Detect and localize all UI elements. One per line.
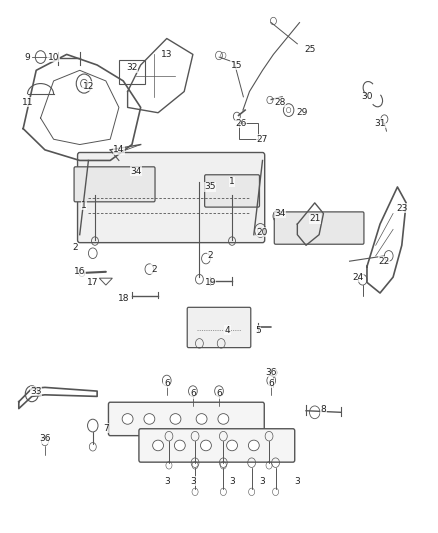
- Text: 26: 26: [235, 119, 247, 128]
- Text: 6: 6: [190, 389, 196, 398]
- Text: 25: 25: [305, 45, 316, 54]
- Text: 10: 10: [48, 53, 60, 62]
- Ellipse shape: [201, 440, 212, 451]
- Text: 11: 11: [22, 98, 33, 107]
- Text: 1: 1: [229, 177, 235, 186]
- Text: 30: 30: [361, 92, 373, 101]
- Ellipse shape: [174, 440, 185, 451]
- Ellipse shape: [122, 414, 133, 424]
- FancyBboxPatch shape: [139, 429, 295, 462]
- Ellipse shape: [144, 414, 155, 424]
- Ellipse shape: [248, 440, 259, 451]
- FancyBboxPatch shape: [187, 308, 251, 348]
- Text: 6: 6: [216, 389, 222, 398]
- Text: 9: 9: [25, 53, 30, 62]
- Ellipse shape: [226, 440, 237, 451]
- Text: 34: 34: [131, 166, 142, 175]
- Text: 4: 4: [225, 326, 230, 335]
- FancyBboxPatch shape: [205, 175, 259, 207]
- Ellipse shape: [196, 414, 207, 424]
- Text: 36: 36: [265, 368, 277, 377]
- Text: 34: 34: [274, 209, 286, 218]
- Text: 2: 2: [208, 252, 213, 261]
- Bar: [119, 60, 145, 84]
- Text: 8: 8: [321, 405, 326, 414]
- Text: 32: 32: [126, 63, 138, 72]
- Text: 19: 19: [205, 278, 216, 287]
- Ellipse shape: [152, 440, 163, 451]
- Text: 7: 7: [103, 424, 109, 433]
- Text: 15: 15: [231, 61, 242, 69]
- Text: 3: 3: [260, 477, 265, 486]
- Text: 29: 29: [296, 108, 307, 117]
- FancyBboxPatch shape: [74, 167, 155, 202]
- Text: 31: 31: [374, 119, 386, 128]
- Ellipse shape: [218, 414, 229, 424]
- Text: 3: 3: [229, 477, 235, 486]
- Text: 16: 16: [74, 268, 85, 276]
- Text: 5: 5: [255, 326, 261, 335]
- Text: 2: 2: [73, 244, 78, 253]
- Text: 33: 33: [31, 386, 42, 395]
- Text: 12: 12: [83, 82, 94, 91]
- Text: 28: 28: [274, 98, 286, 107]
- Text: 21: 21: [309, 214, 321, 223]
- Text: 14: 14: [113, 146, 124, 155]
- Text: 17: 17: [87, 278, 99, 287]
- Text: 18: 18: [117, 294, 129, 303]
- Text: 35: 35: [205, 182, 216, 191]
- Text: 6: 6: [268, 378, 274, 387]
- FancyBboxPatch shape: [78, 152, 265, 243]
- Text: 2: 2: [151, 265, 156, 273]
- Text: 23: 23: [396, 204, 407, 213]
- Text: 6: 6: [164, 378, 170, 387]
- FancyBboxPatch shape: [274, 212, 364, 244]
- Text: 3: 3: [294, 477, 300, 486]
- Bar: [239, 123, 258, 139]
- Text: 3: 3: [164, 477, 170, 486]
- Text: 3: 3: [190, 477, 196, 486]
- Text: 27: 27: [257, 135, 268, 144]
- Text: 24: 24: [353, 272, 364, 281]
- Ellipse shape: [170, 414, 181, 424]
- Text: 13: 13: [161, 50, 173, 59]
- Text: 1: 1: [81, 201, 87, 210]
- Text: 36: 36: [39, 434, 51, 443]
- Text: 22: 22: [379, 257, 390, 265]
- Text: 20: 20: [257, 228, 268, 237]
- FancyBboxPatch shape: [109, 402, 264, 435]
